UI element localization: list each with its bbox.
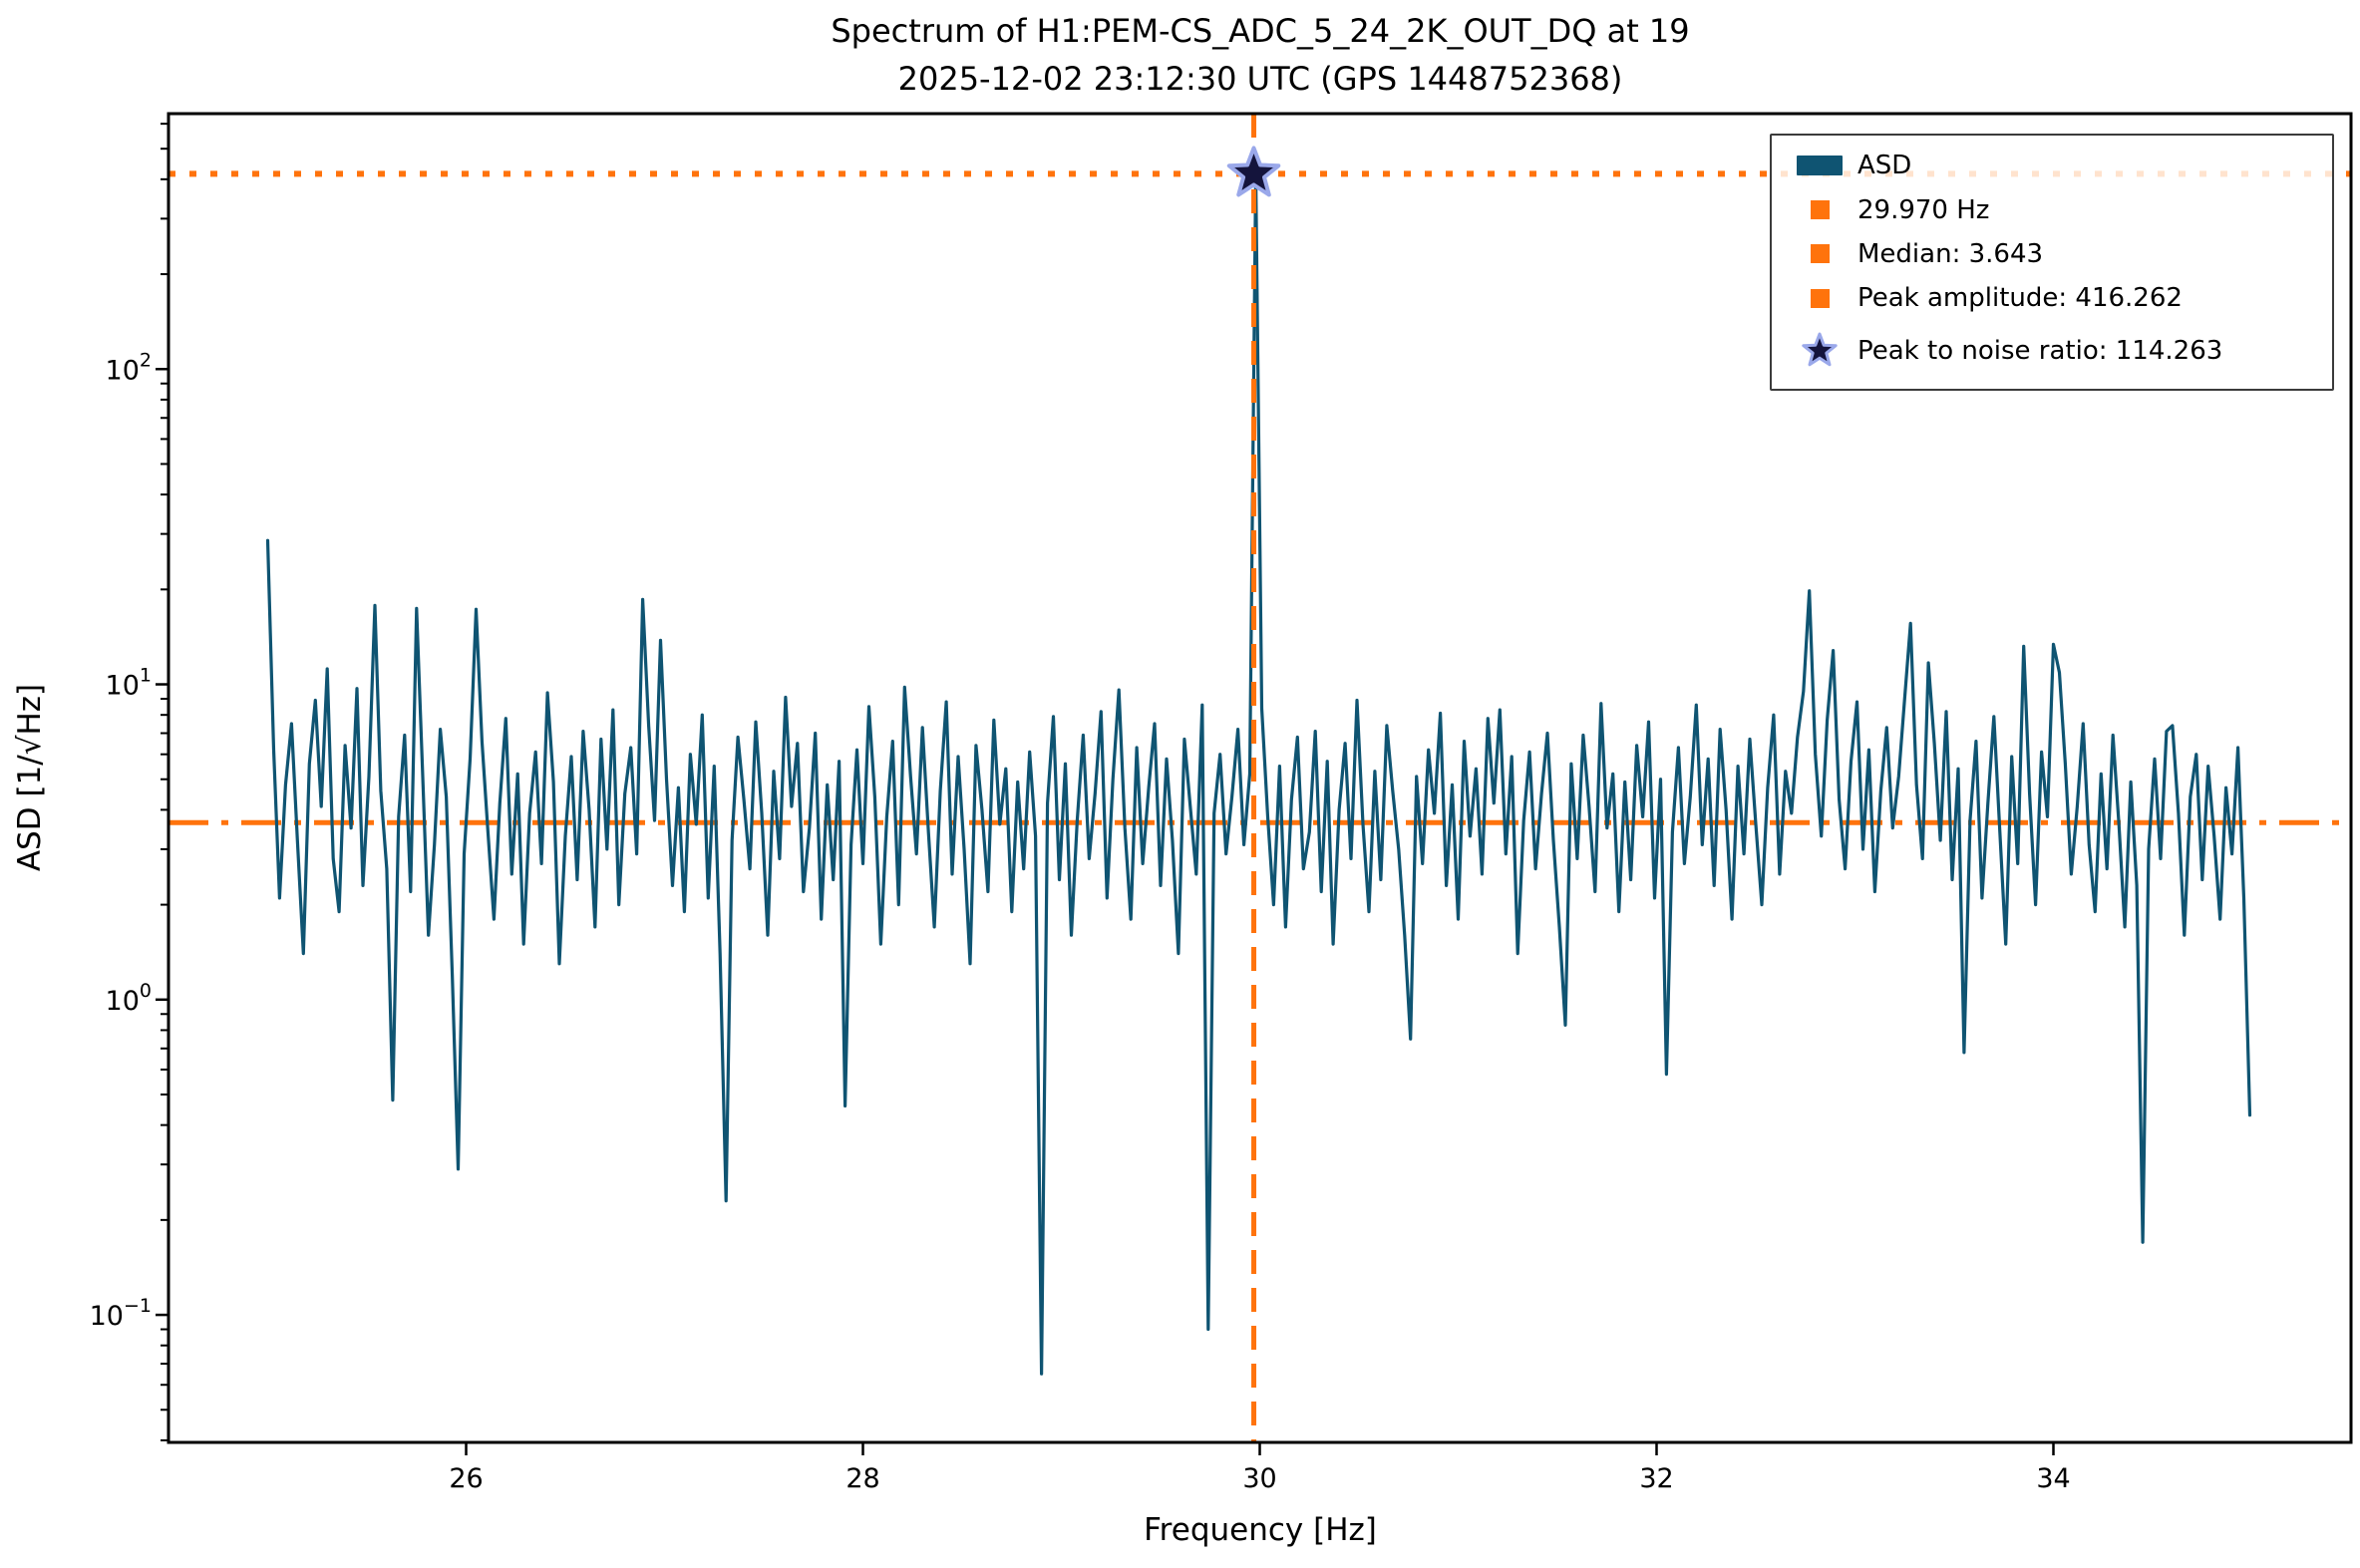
plot-title-line2: 2025-12-02 23:12:30 UTC (GPS 1448752368) — [898, 60, 1623, 98]
y-tick-label: 10−1 — [90, 1295, 152, 1332]
asd-series-line — [265, 171, 2252, 1376]
legend-item-frequency: 29.970 Hz — [1782, 197, 2320, 223]
asd-line-swatch-icon — [1782, 156, 1857, 176]
y-tick-label: 102 — [106, 349, 152, 386]
square-marker-icon — [1782, 200, 1857, 220]
star-marker-icon — [1782, 330, 1857, 372]
legend-label: Peak to noise ratio: 114.263 — [1857, 335, 2223, 366]
x-tick-label: 32 — [1639, 1463, 1673, 1494]
y-axis-label: ASD [1/√Hz] — [12, 684, 48, 871]
legend-item-peak-to-noise: Peak to noise ratio: 114.263 — [1782, 330, 2320, 372]
asd-spectrum-path — [265, 171, 2252, 1376]
legend-label: ASD — [1857, 151, 1912, 181]
legend-item-asd: ASD — [1782, 153, 2320, 178]
legend-box: ASD 29.970 Hz Median: 3.643 Peak amplitu… — [1770, 134, 2334, 391]
legend-label: Median: 3.643 — [1857, 238, 2044, 269]
x-tick-label: 26 — [449, 1463, 483, 1494]
peak-star-marker — [1226, 146, 1281, 197]
peak-star-icon — [1226, 146, 1281, 197]
y-tick-label: 100 — [106, 980, 152, 1017]
legend-label: Peak amplitude: 416.262 — [1857, 283, 2183, 314]
legend-star-icon — [1802, 332, 1838, 367]
plot-title-line1: Spectrum of H1:PEM-CS_ADC_5_24_2K_OUT_DQ… — [831, 12, 1689, 50]
legend-item-peak-amplitude: Peak amplitude: 416.262 — [1782, 285, 2320, 311]
legend-item-median: Median: 3.643 — [1782, 241, 2320, 267]
square-marker-icon — [1782, 244, 1857, 264]
square-marker-icon — [1782, 288, 1857, 308]
x-tick-label: 30 — [1242, 1463, 1276, 1494]
x-tick-label: 28 — [845, 1463, 879, 1494]
legend-label: 29.970 Hz — [1857, 194, 1990, 225]
x-tick-label: 34 — [2036, 1463, 2070, 1494]
x-axis-label: Frequency [Hz] — [1144, 1512, 1377, 1548]
y-tick-label: 101 — [106, 665, 152, 702]
